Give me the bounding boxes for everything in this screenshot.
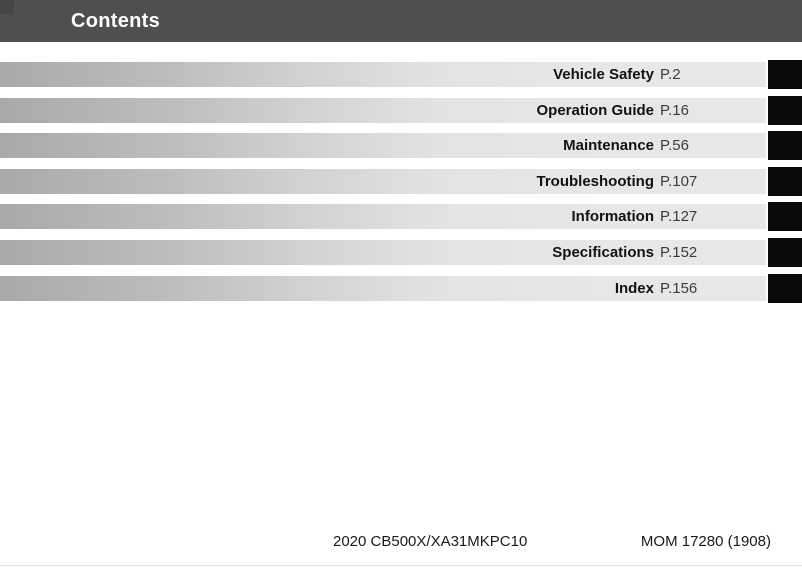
header-bar: Contents	[0, 0, 802, 42]
toc-entry: Troubleshooting P.107	[0, 169, 766, 194]
toc-row-operation-guide[interactable]: Operation Guide P.16	[0, 96, 802, 125]
thumb-index-tab	[768, 167, 802, 196]
toc-entry: Maintenance P.56	[0, 133, 766, 158]
model-code-text: 2020 CB500X/XA31MKPC10	[333, 533, 528, 550]
toc-entry-page: P.127	[660, 208, 698, 225]
toc-entry-page: P.16	[660, 102, 689, 119]
toc-entry: Vehicle Safety P.2	[0, 62, 766, 87]
toc-row-vehicle-safety[interactable]: Vehicle Safety P.2	[0, 60, 802, 89]
toc-row-index[interactable]: Index P.156	[0, 274, 802, 303]
toc-entry-label: Index	[614, 280, 654, 297]
toc-entry-label: Information	[571, 208, 655, 225]
toc-entry-page: P.156	[660, 280, 698, 297]
toc-row-information[interactable]: Information P.127	[0, 202, 802, 231]
thumb-index-tab	[768, 131, 802, 160]
toc-entry-label: Specifications	[552, 244, 654, 261]
toc-gradient-bar	[0, 133, 766, 158]
thumb-index-tab	[768, 274, 802, 303]
thumb-index-tab	[768, 202, 802, 231]
toc-entry-label: Maintenance	[563, 137, 654, 154]
toc-row-specifications[interactable]: Specifications P.152	[0, 238, 802, 267]
toc-entry: Operation Guide P.16	[0, 98, 766, 123]
thumb-index-tab	[768, 238, 802, 267]
toc-entry: Index P.156	[0, 276, 766, 301]
toc-entry-label: Operation Guide	[536, 102, 654, 119]
toc-entry-label: Vehicle Safety	[553, 66, 654, 83]
toc-row-maintenance[interactable]: Maintenance P.56	[0, 131, 802, 160]
toc-entry-label: Troubleshooting	[536, 173, 655, 190]
toc-gradient-bar	[0, 204, 766, 229]
toc-entry-page: P.2	[660, 66, 681, 83]
toc-entry: Information P.127	[0, 204, 766, 229]
bottom-divider	[0, 565, 802, 566]
toc-entry-page: P.107	[660, 173, 698, 190]
toc-gradient-bar	[0, 62, 766, 87]
toc-gradient-bar	[0, 276, 766, 301]
toc-entry-page: P.152	[660, 244, 698, 261]
header-corner-square	[0, 0, 14, 14]
thumb-index-tab	[768, 96, 802, 125]
manual-part-number-text: MOM 17280 (1908)	[640, 533, 771, 550]
page-title: Contents	[71, 10, 161, 32]
toc-entry-page: P.56	[660, 137, 689, 154]
toc-gradient-bar	[0, 240, 766, 265]
toc-gradient-bar	[0, 169, 766, 194]
thumb-index-tab	[768, 60, 802, 89]
toc-entry: Specifications P.152	[0, 240, 766, 265]
toc-gradient-bar	[0, 98, 766, 123]
toc-row-troubleshooting[interactable]: Troubleshooting P.107	[0, 167, 802, 196]
